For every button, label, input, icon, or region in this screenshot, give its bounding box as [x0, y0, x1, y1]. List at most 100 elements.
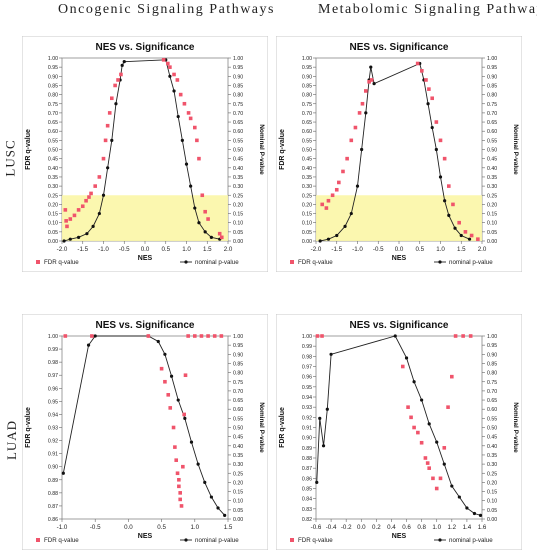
nominal-pvalue-point	[93, 334, 97, 338]
fdr-qvalue-point	[367, 79, 371, 84]
nominal-pvalue-point	[172, 89, 176, 93]
y-tick-label: 0.91	[48, 452, 58, 458]
y-tick-label: 0.15	[48, 212, 58, 218]
fdr-qvalue-point	[219, 235, 224, 240]
fdr-qvalue-point	[63, 334, 68, 338]
nominal-pvalue-point	[321, 444, 326, 448]
y-tick-label: 0.99	[48, 347, 58, 353]
y-tick-label: 0.89	[48, 478, 58, 484]
y2-tick-label: 0.40	[233, 444, 243, 450]
fdr-qvalue-point	[197, 156, 201, 161]
y2-tick-label: 0.80	[487, 371, 497, 377]
y-tick-label: 0.93	[48, 426, 58, 432]
fdr-qvalue-point	[199, 334, 204, 338]
y2-tick-label: 0.00	[233, 239, 243, 245]
fdr-qvalue-point	[357, 111, 362, 115]
fdr-qvalue-point	[173, 445, 177, 449]
fdr-qvalue-point	[438, 476, 443, 481]
y-tick-label: 0.90	[48, 465, 58, 471]
legend-nominal-label: nominal p-value	[449, 259, 493, 266]
nominal-pvalue-point	[122, 60, 126, 64]
nominal-pvalue-point	[68, 237, 72, 241]
fdr-qvalue-point	[463, 230, 468, 234]
y2-tick-label: 0.50	[233, 148, 243, 154]
y2-tick-label: 0.65	[487, 398, 497, 404]
legend-fdr-marker	[36, 538, 40, 542]
y2-tick-label: 0.35	[233, 453, 243, 459]
fdr-qvalue-point	[430, 96, 434, 101]
y2-tick-label: 0.05	[233, 230, 243, 236]
y2-tick-label: 0.25	[233, 471, 243, 477]
fdr-qvalue-point	[406, 405, 410, 409]
fdr-qvalue-point	[193, 125, 197, 130]
nominal-pvalue-point	[223, 513, 227, 517]
y-tick-label: 0.85	[48, 83, 58, 89]
y2-tick-label: 0.45	[233, 157, 243, 163]
x-tick-label: -0.5	[90, 524, 101, 531]
y2-tick-label: 0.70	[487, 111, 497, 117]
nominal-pvalue-point	[364, 111, 368, 115]
fdr-qvalue-point	[90, 334, 94, 338]
nominal-pvalue-point	[169, 374, 174, 378]
fdr-qvalue-point	[172, 72, 176, 77]
nominal-pvalue-point	[426, 102, 430, 106]
nominal-pvalue-point	[355, 184, 360, 188]
y2-tick-label: 0.70	[487, 389, 497, 395]
y2-axis-label: Nominal P-value	[258, 402, 265, 453]
x-tick-label: -1.5	[77, 246, 88, 253]
nominal-pvalue-point	[372, 82, 376, 86]
fdr-qvalue-point	[64, 219, 68, 223]
fdr-qvalue-point	[337, 180, 341, 185]
fdr-threshold-band	[316, 195, 482, 241]
nominal-pvalue-point	[472, 511, 477, 516]
nominal-pvalue-point	[478, 513, 483, 517]
y-tick-label: 0.92	[48, 439, 58, 445]
y-tick-label: 0.40	[302, 166, 312, 172]
x-tick-label: 0.0	[124, 524, 133, 531]
chart-svg: NES vs. Significance -0.6 -0.4 -0.2 0.0 0.2 0.…	[275, 313, 523, 551]
nominal-pvalue-point	[335, 233, 339, 238]
y-tick-label: 0.91	[302, 426, 312, 432]
x-tick-label: 1.4	[463, 524, 472, 531]
y-tick-label: 0.99	[302, 344, 312, 350]
y2-tick-label: 0.65	[233, 120, 243, 126]
fdr-qvalue-point	[442, 156, 447, 161]
y-tick-label: 0.90	[302, 74, 312, 80]
fdr-qvalue-point	[107, 111, 112, 115]
nominal-pvalue-point	[216, 506, 220, 510]
y-tick-label: 0.98	[302, 354, 312, 360]
fdr-qvalue-point	[427, 466, 431, 470]
fdr-qvalue-point	[415, 61, 420, 66]
fdr-qvalue-point	[84, 198, 88, 203]
x-axis-label: NES	[138, 533, 153, 540]
fdr-qvalue-point	[217, 231, 222, 236]
y2-tick-label: 0.70	[233, 389, 243, 395]
y2-tick-label: 0.55	[233, 138, 243, 144]
chart-svg: NES vs. Significance-2.0 -1.5 -1.0 -0.5 0.0 0…	[21, 35, 269, 273]
fdr-qvalue-point	[113, 83, 117, 88]
x-tick-label: 1.5	[224, 524, 233, 531]
legend-fdr-label: FDR q-value	[298, 537, 333, 544]
fdr-qvalue-point	[200, 193, 205, 198]
y2-tick-label: 0.25	[487, 471, 497, 477]
nominal-pvalue-point	[61, 471, 65, 475]
y-tick-label: 0.84	[302, 497, 312, 503]
row-label-lusc: LUSC	[2, 139, 18, 177]
nominal-pvalue-point	[349, 211, 353, 216]
nominal-pvalue-point	[318, 239, 322, 243]
y-tick-label: 0.94	[48, 412, 58, 418]
nominal-pvalue-point	[412, 380, 416, 384]
fdr-qvalue-point	[80, 204, 85, 209]
legend-nominal-label: nominal p-value	[195, 259, 239, 266]
chart-panel: NES vs. Significance -2.0 -1.5 -1.0 -0.5 0.0 0…	[21, 35, 269, 273]
chart-title: NES vs. Significance	[96, 320, 195, 331]
x-tick-label: 1.0	[432, 524, 441, 531]
fdr-qvalue-point	[179, 504, 184, 508]
legend-fdr-label: FDR q-value	[298, 259, 333, 266]
nominal-pvalue-point	[203, 230, 207, 234]
fdr-qvalue-point	[369, 78, 374, 82]
x-tick-label: 0.4	[387, 524, 396, 531]
fdr-qvalue-point	[110, 96, 114, 101]
y2-tick-label: 0.20	[487, 480, 497, 486]
fdr-qvalue-point	[427, 87, 431, 91]
